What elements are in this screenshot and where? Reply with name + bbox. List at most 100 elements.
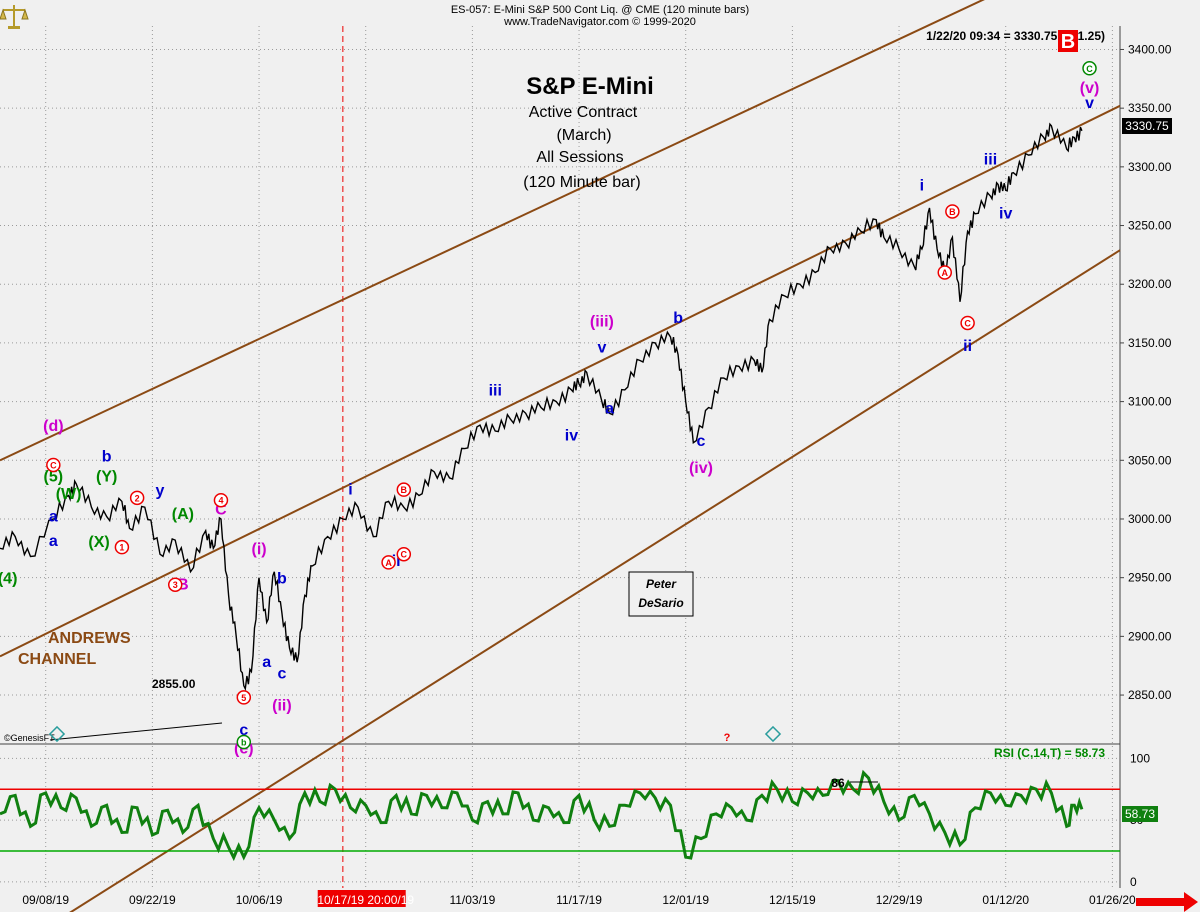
x-tick-label: 12/29/19 [876, 893, 923, 907]
y-tick-label: 3150.00 [1128, 336, 1172, 350]
circled-label: 3 [173, 580, 178, 590]
signature-box [628, 571, 694, 617]
wave-label: a [49, 508, 58, 525]
wave-label: b [102, 448, 112, 465]
circled-label-ring [236, 690, 252, 705]
x-tick-label: 11/17/19 [556, 893, 602, 907]
wave-label: (5) [44, 468, 64, 485]
rsi-series [0, 769, 1084, 862]
rsi-peak-label: 86 [831, 776, 845, 790]
main-plot-area [0, 26, 1120, 742]
circled-label-ring [396, 482, 412, 497]
circled-label-ring [381, 555, 396, 570]
channel-line-upper [0, 0, 985, 462]
circled-label: b [241, 738, 247, 748]
x-tick-label: 11/03/19 [449, 893, 495, 907]
wave-label: (4) [0, 571, 17, 588]
copyright-label: ©GenesisFT [4, 733, 55, 743]
wave-label: B [177, 576, 189, 593]
rsi-label: RSI (C,14,T) = 58.73 [994, 746, 1105, 760]
chart-subtitle-2: (March) [556, 127, 611, 144]
wave-label: (W) [56, 486, 82, 503]
chart-header-url: www.TradeNavigator.com © 1999-2020 [503, 16, 696, 28]
y-tick-label: 3300.00 [1128, 160, 1172, 174]
circled-label-ring [960, 315, 975, 331]
circled-label: C [1086, 64, 1093, 74]
big-wave-box [1058, 30, 1078, 52]
circled-label-ring [129, 490, 145, 506]
last-bar-info: 1/22/20 09:34 = 3330.75 (+11.25) [926, 29, 1105, 43]
circled-label-ring [213, 492, 229, 508]
y-tick-label: 3100.00 [1128, 395, 1172, 409]
wave-label: (iv) [689, 460, 713, 477]
signature-line-2: DeSario [638, 596, 683, 610]
y-tick-label: 3350.00 [1128, 101, 1172, 115]
circled-label: C [964, 318, 971, 328]
circled-label: 1 [119, 543, 124, 553]
rsi-value-label: 58.73 [1125, 807, 1155, 821]
y-tick-label: 2900.00 [1128, 629, 1172, 643]
y-tick-label: 3250.00 [1128, 219, 1172, 233]
circled-label: C [401, 550, 408, 560]
rsi-tick-label: 0 [1130, 875, 1137, 889]
diamond-icon[interactable] [764, 725, 782, 743]
circled-label: A [385, 558, 392, 568]
circled-label-ring [236, 734, 252, 750]
price-axis: 2850.00 2900.00 2950.00 3000.00 3050.00 3100.… [1120, 42, 1172, 702]
wave-label: v [597, 339, 606, 356]
x-tick-label: 09/08/19 [22, 893, 69, 907]
low-price-label: 2855.00 [152, 677, 196, 691]
wave-label: i [920, 177, 924, 194]
wave-label: iv [565, 427, 578, 444]
chart-subtitle-4: (120 Minute bar) [523, 174, 640, 191]
circled-label-ring [945, 204, 960, 219]
circled-label: 4 [218, 496, 223, 506]
chart-subtitle-1: Active Contract [529, 104, 638, 121]
y-tick-label: 3400.00 [1128, 42, 1172, 56]
wave-label: c [239, 722, 248, 739]
andrews-channel [0, 0, 1121, 912]
channel-label-2: CHANNEL [18, 651, 96, 668]
date-axis: 09/08/19 09/22/19 10/06/19 10/17/19 20:00/1… [22, 890, 1136, 907]
diamond-icon[interactable] [48, 725, 66, 743]
y-tick-label: 2850.00 [1128, 688, 1172, 702]
wave-label: (i) [251, 541, 266, 558]
circled-label: 2 [135, 493, 140, 503]
x-tick-label: 09/22/19 [129, 893, 176, 907]
circled-label-ring [114, 539, 130, 555]
wave-label: c [696, 433, 705, 450]
channel-line-median [0, 104, 1121, 658]
rsi-value-box [1122, 806, 1158, 822]
wave-label: iv [999, 205, 1012, 222]
circled-label-ring [396, 546, 412, 562]
next-arrow-icon[interactable] [1136, 892, 1198, 912]
circled-label-ring [937, 265, 953, 280]
wave-label: iii [489, 383, 502, 400]
circled-label: B [401, 485, 408, 495]
wave-label: (A) [172, 506, 194, 523]
rsi-reference-lines [0, 788, 1120, 852]
x-tick-label: 10/17/19 20:00/19 [317, 893, 414, 907]
circled-label: 5 [241, 693, 246, 703]
y-tick-label: 2950.00 [1128, 571, 1172, 585]
circled-label-ring [1082, 61, 1097, 76]
wave-label: c [277, 666, 286, 683]
circled-label-ring [167, 577, 183, 592]
wave-label: (Y) [96, 468, 117, 485]
chart-subtitle-3: All Sessions [536, 149, 623, 166]
wave-label: ii [392, 553, 401, 570]
wave-label: iii [984, 152, 997, 169]
wave-label: y [156, 483, 165, 500]
circled-label: B [949, 207, 956, 217]
wave-label: a [262, 654, 271, 671]
circled-label: A [942, 268, 949, 278]
channel-label-1: ANDREWS [48, 630, 131, 647]
scales-icon[interactable] [0, 5, 29, 29]
wave-label: (d) [43, 418, 63, 435]
big-wave-label: B [1061, 31, 1075, 53]
last-price-box [1122, 118, 1172, 134]
circled-label: C [50, 460, 57, 470]
wave-label: b [277, 571, 287, 588]
x-tick-label: 10/06/19 [236, 893, 283, 907]
